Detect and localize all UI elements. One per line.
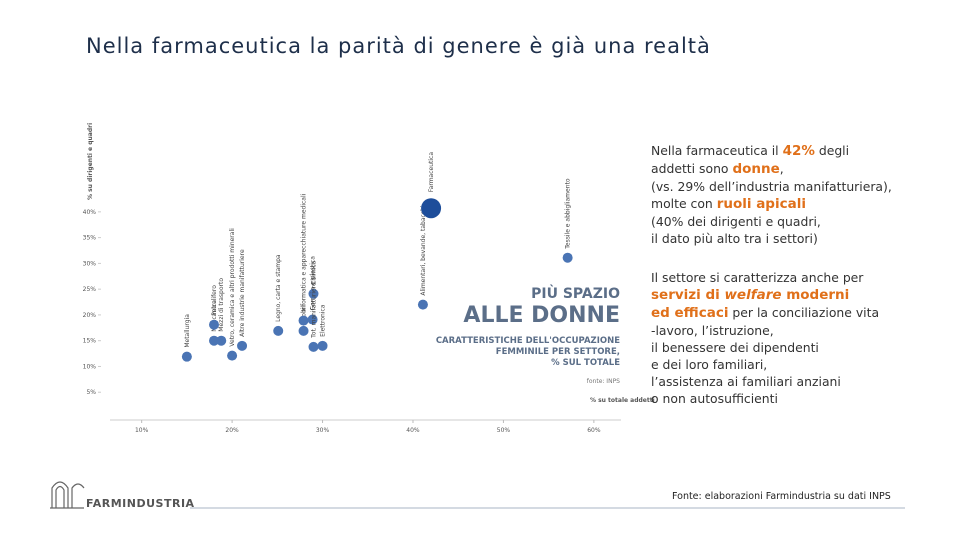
- y-tick-label: 40%: [83, 209, 97, 216]
- point-label: Tessile e abbigliamento: [565, 178, 572, 250]
- point-label: Tot. manifatturiere: [310, 282, 317, 339]
- point: [421, 198, 442, 219]
- slide-title: Nella farmaceutica la parità di genere è…: [86, 34, 711, 58]
- point: [216, 335, 227, 346]
- point: [317, 340, 328, 351]
- point-label: Vetro, ceramica e altri prodotti mineral…: [229, 228, 236, 347]
- point-label: Farmaceutica: [428, 152, 435, 193]
- point-label: Petrolifero: [211, 285, 218, 316]
- y-tick-label: 30%: [83, 260, 97, 267]
- point: [181, 351, 192, 362]
- brand: FARMINDUSTRIA: [86, 497, 195, 510]
- x-tick-label: 20%: [225, 427, 239, 434]
- y-tick-label: 25%: [83, 286, 97, 293]
- point: [209, 319, 220, 330]
- y-tick-label: 35%: [83, 235, 97, 242]
- x-tick-label: 30%: [316, 427, 330, 434]
- annotation-heading: ALLE DONNE: [463, 303, 620, 328]
- annotation-subtitle: CARATTERISTICHE DELL'OCCUPAZIONE: [436, 336, 620, 346]
- y-tick-label: 5%: [86, 389, 96, 396]
- point-label: Mobili: [301, 304, 308, 322]
- point-label: Chimica: [310, 260, 317, 284]
- paragraph: Il settore si caratterizza anche per ser…: [651, 270, 880, 406]
- point-label: Alimentari, bevande, tabacchi: [420, 205, 427, 296]
- point-label: Altre industrie manifatturiere: [239, 249, 246, 337]
- paragraph: Nella farmaceutica il 42% degli addetti …: [651, 143, 892, 246]
- point-label: Metallurgia: [184, 314, 191, 348]
- point: [562, 252, 573, 263]
- point: [273, 325, 284, 336]
- point: [307, 314, 318, 325]
- source: Fonte: elaborazioni Farmindustria su dat…: [672, 491, 891, 502]
- point-label: Mezzi di trasporto: [218, 278, 225, 332]
- point-label: Elettronica: [320, 304, 327, 337]
- logo-mark: [50, 481, 85, 509]
- annotation-heading: PIÙ SPAZIO: [531, 284, 620, 302]
- x-axis-label: % su totale addetti: [590, 397, 655, 404]
- x-tick-label: 40%: [406, 427, 420, 434]
- point-label: Legno, carta e stampa: [275, 254, 282, 322]
- y-tick-label: 20%: [83, 312, 97, 319]
- point-label: Meccanica: [211, 300, 218, 332]
- point-label: Informatica e apparecchiature medicali: [301, 193, 308, 311]
- point: [298, 315, 309, 326]
- point: [298, 325, 309, 336]
- annotation-subtitle: FEMMINILE PER SETTORE,: [496, 347, 620, 357]
- point: [237, 340, 248, 351]
- y-tick-label: 15%: [83, 338, 97, 345]
- point: [417, 299, 428, 310]
- side-text: Nella farmaceutica il 42% degli addetti …: [651, 142, 941, 429]
- y-axis-label: % su dirigenti e quadri: [87, 123, 94, 200]
- point: [227, 350, 238, 361]
- x-tick-label: 10%: [135, 427, 149, 434]
- point-label: Gomma e plastica: [310, 256, 317, 311]
- annotation-source: fonte: INPS: [587, 378, 620, 385]
- point: [308, 341, 319, 352]
- point: [308, 288, 319, 299]
- x-tick-label: 50%: [497, 427, 511, 434]
- y-tick-label: 10%: [83, 363, 97, 370]
- x-tick-label: 60%: [587, 427, 601, 434]
- annotation-subtitle: % SUL TOTALE: [551, 358, 620, 368]
- point: [209, 335, 220, 346]
